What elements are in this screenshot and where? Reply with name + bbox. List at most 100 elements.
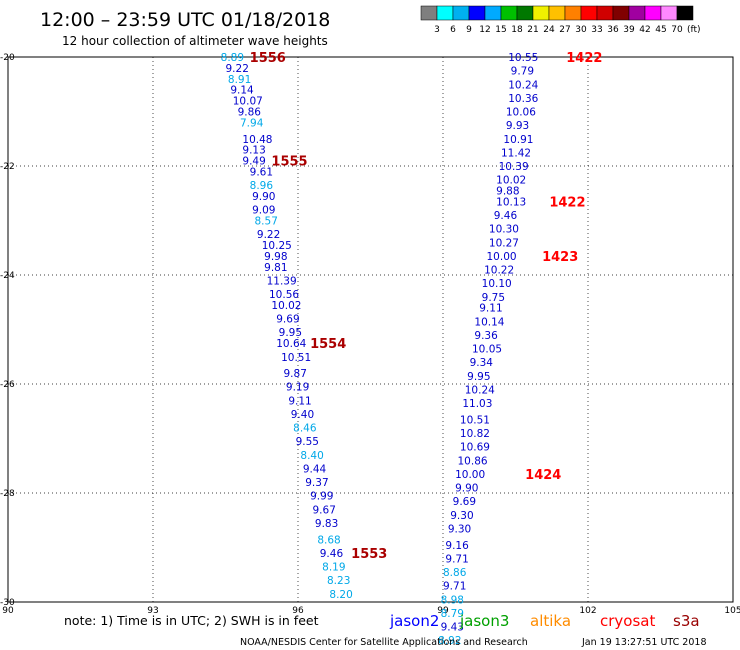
wave-height-label: 10.91 <box>503 134 533 146</box>
wave-height-points: 8.899.228.919.1410.079.867.9410.489.139.… <box>221 51 603 647</box>
wave-height-label: 9.36 <box>474 330 498 342</box>
wave-height-label: 9.44 <box>303 463 327 475</box>
scale-swatch <box>613 6 629 20</box>
wave-height-label: 9.79 <box>511 66 534 78</box>
wave-height-label: 10.06 <box>506 107 536 119</box>
wave-height-label: 10.69 <box>460 442 490 454</box>
x-tick-label: 105 <box>724 606 740 616</box>
page-subtitle: 12 hour collection of altimeter wave hei… <box>62 34 328 48</box>
scale-swatch <box>645 6 661 20</box>
wave-height-label: 9.99 <box>310 491 333 503</box>
wave-height-label: 10.30 <box>489 224 519 236</box>
wave-height-label: 10.51 <box>460 414 490 426</box>
wave-height-label: 10.55 <box>508 52 538 64</box>
scale-swatch <box>677 6 693 20</box>
wave-height-label: 10.64 <box>276 338 306 350</box>
wave-height-label: 9.11 <box>479 303 502 315</box>
wave-height-label: 10.82 <box>460 428 490 440</box>
scale-swatch <box>661 6 677 20</box>
credit-text: NOAA/NESDIS Center for Satellite Applica… <box>240 637 528 648</box>
pass-time-label: 1556 <box>250 51 286 66</box>
scale-label: 30 <box>575 25 587 35</box>
scale-swatch <box>549 6 565 20</box>
pass-time-label: 1422 <box>566 51 602 66</box>
wave-height-label: 9.90 <box>455 483 478 495</box>
scale-label: 27 <box>559 25 570 35</box>
scale-swatch <box>629 6 645 20</box>
pass-time-label: 1553 <box>351 547 387 562</box>
wave-height-label: 9.46 <box>320 548 344 560</box>
scale-swatch <box>437 6 453 20</box>
y-axis: -20 -22 -24 -26 -28 -30 <box>0 53 15 608</box>
wave-height-label: 9.16 <box>445 540 469 552</box>
wave-height-label: 10.05 <box>472 344 502 356</box>
scale-swatch <box>597 6 613 20</box>
wave-height-label: 9.71 <box>445 553 468 565</box>
wave-height-label: 9.83 <box>315 518 338 530</box>
wave-height-label: 9.19 <box>286 382 309 394</box>
wave-height-label: 9.61 <box>250 166 273 178</box>
wave-height-label: 9.34 <box>470 357 494 369</box>
wave-height-label: 8.68 <box>317 534 340 546</box>
wave-height-label: 10.22 <box>484 265 514 277</box>
scale-swatch <box>533 6 549 20</box>
pass-time-label: 1555 <box>271 155 307 170</box>
satellite-s3a: s3a <box>673 612 700 630</box>
wave-height-label: 10.00 <box>455 469 485 481</box>
wave-height-label: 9.90 <box>252 191 275 203</box>
wave-height-label: 10.14 <box>474 316 504 328</box>
satellite-jason3: jason3 <box>459 612 509 630</box>
y-tick-label: -28 <box>0 489 15 499</box>
scale-swatch <box>469 6 485 20</box>
wave-height-label: 9.95 <box>467 371 490 383</box>
scale-label: 21 <box>527 25 538 35</box>
wave-height-label: 11.39 <box>267 275 297 287</box>
scale-label: 24 <box>543 25 555 35</box>
scale-label: 3 <box>434 25 440 35</box>
wave-height-label: 9.93 <box>506 120 529 132</box>
scale-swatch <box>453 6 469 20</box>
map-grid <box>8 57 733 602</box>
page-title: 12:00 – 23:59 UTC 01/18/2018 <box>40 9 330 31</box>
wave-height-label: 8.20 <box>329 589 352 601</box>
scale-label: 9 <box>466 25 472 35</box>
wave-height-label: 9.11 <box>288 395 311 407</box>
scale-unit: (ft) <box>687 25 701 35</box>
wave-height-label: 9.37 <box>305 477 328 489</box>
wave-height-label: 9.55 <box>296 436 319 448</box>
wave-height-label: 10.36 <box>508 93 538 105</box>
wave-height-label: 8.23 <box>327 575 350 587</box>
wave-height-label: 7.94 <box>240 117 264 129</box>
satellite-cryosat: cryosat <box>600 612 655 630</box>
scale-swatch <box>581 6 597 20</box>
wave-height-label: 8.57 <box>255 216 278 228</box>
wave-height-label: 8.86 <box>443 567 467 579</box>
y-tick-label: -20 <box>0 53 15 63</box>
scale-label: 15 <box>495 25 506 35</box>
scale-swatch <box>517 6 533 20</box>
scale-label: 33 <box>591 25 602 35</box>
scale-label: 70 <box>671 25 683 35</box>
footer-note: note: 1) Time is in UTC; 2) SWH is in fe… <box>64 613 319 628</box>
scale-label: 42 <box>639 25 650 35</box>
satellite-legend: jason2 jason3 altika cryosat s3a <box>389 612 700 630</box>
scale-label: 45 <box>655 25 666 35</box>
wave-height-label: 10.27 <box>489 237 519 249</box>
y-tick-label: -22 <box>0 162 15 172</box>
wave-height-label: 9.30 <box>448 523 471 535</box>
wave-height-label: 9.40 <box>291 409 314 421</box>
wave-height-label: 9.81 <box>264 262 287 274</box>
wave-height-label: 10.51 <box>281 352 311 364</box>
wave-height-label: 9.69 <box>453 496 476 508</box>
scale-label: 6 <box>450 25 456 35</box>
scale-label: 36 <box>607 25 619 35</box>
pass-time-label: 1424 <box>525 468 561 483</box>
scale-swatch <box>501 6 517 20</box>
satellite-altika: altika <box>530 612 571 630</box>
wave-height-label: 8.98 <box>441 594 464 606</box>
wave-height-label: 10.39 <box>499 161 529 173</box>
wave-height-label: 10.24 <box>508 79 538 91</box>
y-tick-label: -30 <box>0 598 15 608</box>
wave-height-label: 9.69 <box>276 314 299 326</box>
wave-height-label: 9.30 <box>450 510 473 522</box>
